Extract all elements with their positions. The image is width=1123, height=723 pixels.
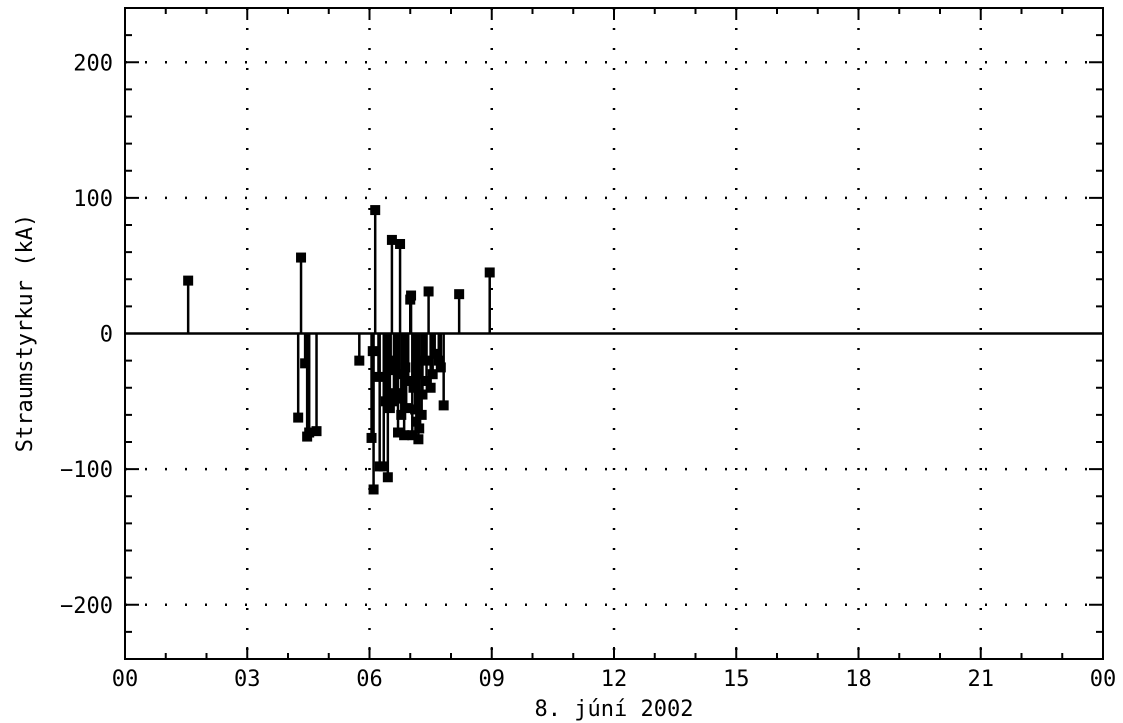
data-point <box>411 416 422 427</box>
data-point <box>384 403 395 414</box>
x-tick-label: 00 <box>1090 667 1117 692</box>
data-point <box>433 355 444 366</box>
data-point <box>425 382 436 393</box>
data-point <box>403 375 414 386</box>
data-point <box>311 426 322 437</box>
x-tick-label: 03 <box>234 667 261 692</box>
data-point <box>400 362 411 373</box>
data-point <box>380 396 391 407</box>
data-point <box>367 346 378 357</box>
x-tick-label: 06 <box>356 667 383 692</box>
x-tick-label: 21 <box>968 667 995 692</box>
data-point <box>366 432 377 443</box>
data-point <box>304 427 315 438</box>
data-point <box>454 289 465 300</box>
y-tick-label: 100 <box>73 187 113 212</box>
data-point <box>410 404 421 415</box>
data-point <box>293 412 304 423</box>
x-tick-label: 15 <box>723 667 750 692</box>
data-point <box>399 430 410 441</box>
data-point <box>413 434 424 445</box>
x-axis-label: 8. júní 2002 <box>535 697 694 722</box>
data-point <box>401 403 412 414</box>
data-point <box>368 484 379 495</box>
data-point <box>385 365 396 376</box>
x-tick-label: 00 <box>112 667 139 692</box>
data-point <box>395 238 406 249</box>
data-point <box>390 388 401 399</box>
data-point <box>412 369 423 380</box>
data-point <box>373 371 384 382</box>
data-point <box>378 461 389 472</box>
data-point <box>421 375 432 386</box>
axis-ticks <box>124 8 1104 659</box>
data-point <box>370 205 381 216</box>
data-point <box>388 396 399 407</box>
data-point <box>417 389 428 400</box>
data-point <box>397 393 408 404</box>
data-point <box>429 348 440 359</box>
data-point <box>396 409 407 420</box>
y-tick-label: 200 <box>73 51 113 76</box>
x-tick-labels: 00 03 06 09 12 15 18 21 00 <box>112 667 1117 692</box>
data-point <box>408 382 419 393</box>
data-point <box>438 400 449 411</box>
data-point <box>382 472 393 483</box>
data-point <box>423 286 434 297</box>
data-point <box>419 355 430 366</box>
data-point <box>393 427 404 438</box>
x-tick-label: 12 <box>601 667 628 692</box>
data-point <box>389 355 400 366</box>
data-point <box>484 267 495 278</box>
y-tick-label: −200 <box>60 594 113 619</box>
x-tick-label: 09 <box>479 667 506 692</box>
data-point <box>414 423 425 434</box>
y-tick-labels: −200 −100 0 100 200 <box>60 51 113 619</box>
data-point <box>183 275 194 286</box>
data-points <box>183 205 495 495</box>
data-point <box>427 369 438 380</box>
data-point <box>354 355 365 366</box>
data-point <box>435 362 446 373</box>
data-point <box>416 409 427 420</box>
data-point <box>300 358 311 369</box>
x-tick-label: 18 <box>845 667 872 692</box>
data-point <box>393 369 404 380</box>
data-point <box>407 430 418 441</box>
data-point <box>296 252 307 263</box>
y-axis-label: Straumstyrkur (kA) <box>13 214 38 452</box>
y-tick-label: −100 <box>60 458 113 483</box>
y-tick-label: 0 <box>100 323 113 348</box>
data-point <box>386 234 397 245</box>
data-point <box>406 290 417 301</box>
